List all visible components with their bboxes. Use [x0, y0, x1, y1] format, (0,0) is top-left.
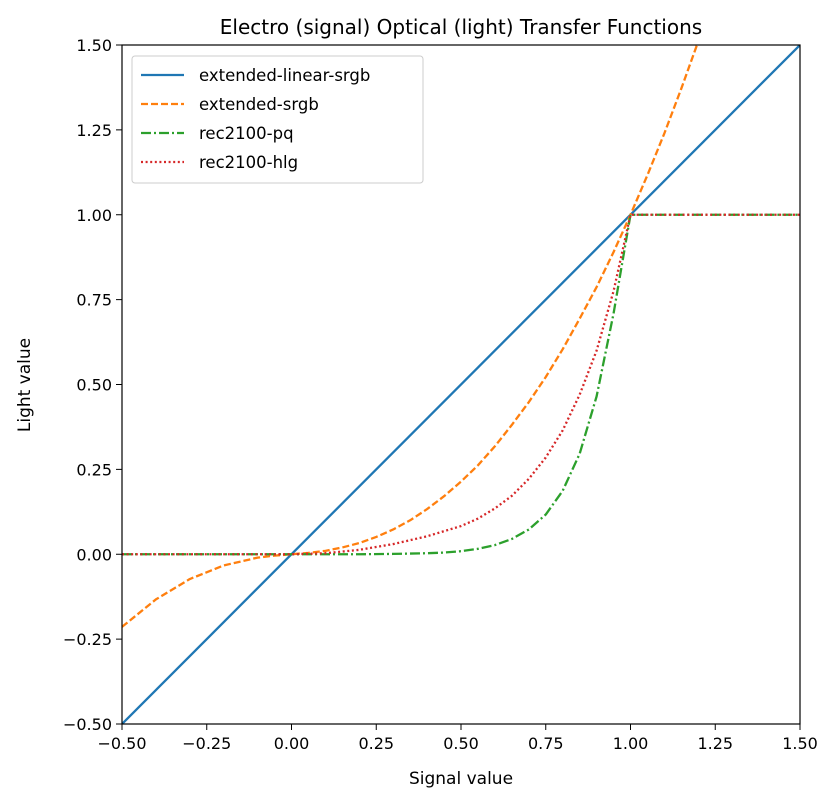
- y-tick-label: 0.50: [76, 376, 112, 395]
- legend: extended-linear-srgb extended-srgb rec2100…: [131, 55, 424, 184]
- chart-title: Electro (signal) Optical (light) Transfe…: [220, 15, 702, 39]
- x-axis: −0.50 −0.25 0.00 0.25 0.50 0.75 1.00 1.25 1.50: [97, 724, 818, 753]
- legend-label: rec2100-hlg: [199, 153, 298, 172]
- x-tick-label: 0.00: [274, 734, 310, 753]
- series-layer: [122, 45, 800, 724]
- y-tick-label: 0.00: [76, 545, 112, 564]
- legend-item-extended-srgb: extended-srgb: [141, 95, 319, 114]
- y-tick-label: 1.00: [76, 206, 112, 225]
- x-tick-label: −0.25: [182, 734, 231, 753]
- x-tick-label: −0.50: [97, 734, 146, 753]
- y-tick-label: −0.25: [63, 630, 112, 649]
- x-axis-label: Signal value: [409, 769, 513, 789]
- x-tick-label: 1.00: [613, 734, 649, 753]
- series-line-extended-linear-srgb: [122, 45, 800, 724]
- y-tick-label: 0.25: [76, 460, 112, 479]
- series-line-rec2100-hlg: [122, 213, 800, 556]
- y-tick-label: 1.50: [76, 36, 112, 55]
- legend-label: extended-srgb: [199, 95, 319, 114]
- y-axis: −0.50 −0.25 0.00 0.25 0.50 0.75 1.00 1.25 1.50: [63, 36, 122, 734]
- y-tick-label: 0.75: [76, 291, 112, 310]
- x-tick-label: 0.50: [443, 734, 479, 753]
- legend-item-rec2100-pq: rec2100-pq: [141, 124, 294, 143]
- legend-box: [131, 55, 424, 184]
- legend-item-extended-linear-srgb: extended-linear-srgb: [141, 66, 370, 85]
- y-tick-label: 1.25: [76, 121, 112, 140]
- legend-label: rec2100-pq: [199, 124, 294, 143]
- y-axis-label: Light value: [15, 338, 35, 432]
- x-tick-label: 1.25: [697, 734, 733, 753]
- series-line-extended-srgb: [122, 45, 699, 628]
- y-tick-label: −0.50: [63, 715, 112, 734]
- x-tick-label: 0.75: [528, 734, 564, 753]
- series-line-rec2100-pq: [122, 213, 800, 556]
- x-tick-label: 1.50: [782, 734, 818, 753]
- legend-label: extended-linear-srgb: [199, 66, 370, 85]
- legend-item-rec2100-hlg: rec2100-hlg: [141, 153, 298, 172]
- x-tick-label: 0.25: [358, 734, 394, 753]
